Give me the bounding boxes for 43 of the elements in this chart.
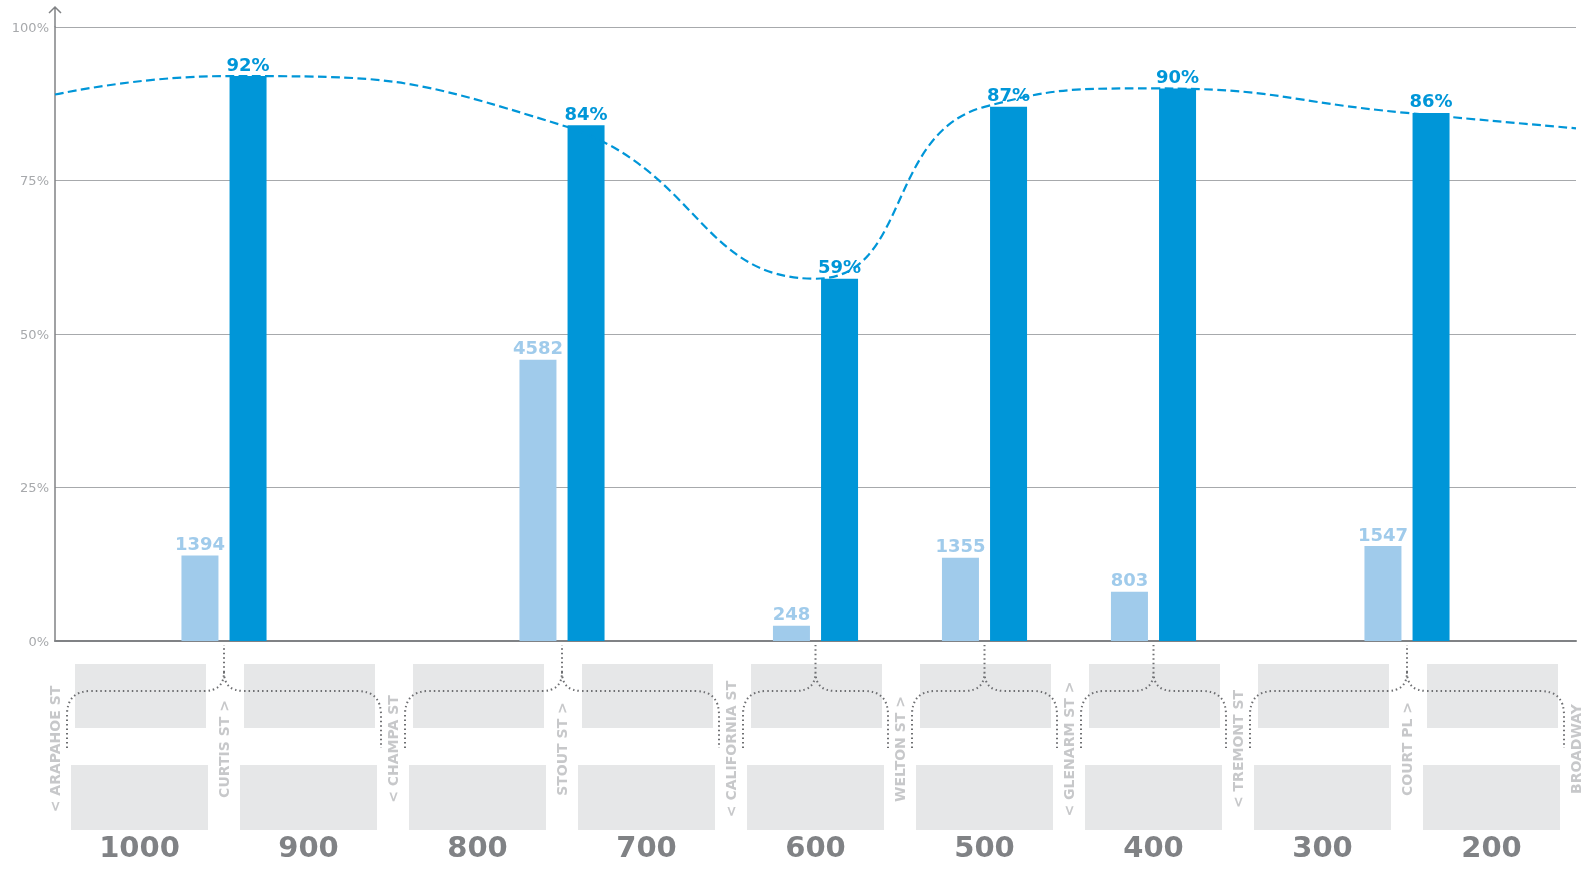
y-tick-label: 75% [20, 173, 49, 188]
data-label: 90% [1156, 65, 1200, 87]
data-label: 1394 [174, 532, 225, 554]
text: 300 [1292, 830, 1353, 864]
text: 200 [1461, 830, 1522, 864]
data-label: 803 [1110, 569, 1149, 591]
text: 900 [278, 830, 339, 864]
x-tick-label: < CALIFORNIA ST [723, 680, 739, 818]
text: 600 [785, 830, 846, 864]
x-tick-label: < TREMONT ST [1230, 689, 1246, 809]
data-label: 87% [987, 84, 1031, 106]
data-label: 84% [564, 102, 608, 124]
text: 400 [1123, 830, 1184, 864]
x-tick-label: WELTON ST > [892, 696, 908, 802]
bar [1364, 546, 1402, 641]
x-tick-label: < ARAPAHOE ST [47, 685, 63, 813]
x-tick-label: CURTIS ST > [216, 700, 232, 798]
text: 800 [447, 830, 508, 864]
x-tick-label: COURT PL > [1399, 702, 1415, 796]
data-label: 92% [226, 53, 270, 75]
bar [990, 106, 1028, 641]
data-label: 248 [772, 603, 811, 625]
x-tick-label: < CHAMPA ST [385, 694, 401, 803]
y-tick-label: 50% [20, 326, 49, 342]
x-tick-label: BROADWAY [1568, 703, 1584, 794]
bar [941, 557, 979, 641]
x-tick-label: < GLENARM ST > [1061, 681, 1077, 817]
text: 700 [616, 830, 677, 864]
data-label: 1355 [935, 535, 986, 557]
bar [1110, 591, 1148, 641]
data-label: 1547 [1357, 523, 1408, 545]
text: 1000 [99, 830, 180, 864]
x-tick-label: STOUT ST > [554, 702, 570, 796]
data-label: 59% [818, 256, 862, 278]
y-tick-label: 0% [28, 633, 49, 649]
data-label: 86% [1409, 90, 1453, 112]
y-tick-label: 25% [20, 480, 49, 495]
bar [181, 555, 219, 641]
data-label: 4582 [512, 337, 563, 359]
text: 500 [954, 830, 1015, 864]
bar [519, 359, 557, 641]
y-tick-label: 100% [11, 19, 49, 35]
bar [772, 625, 810, 641]
